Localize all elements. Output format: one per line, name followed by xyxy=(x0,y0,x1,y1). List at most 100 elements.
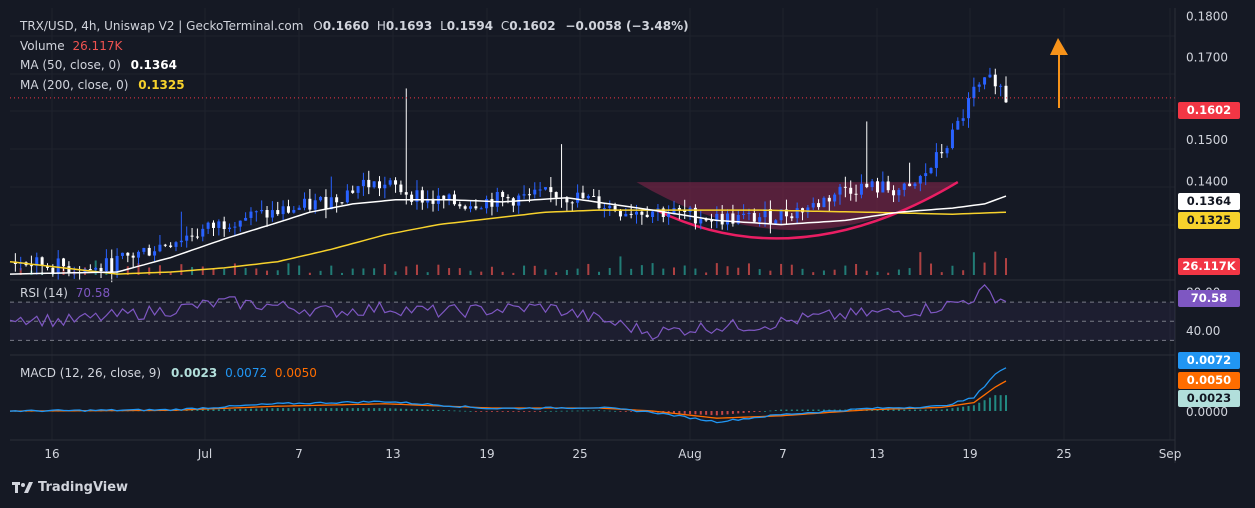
candle-body xyxy=(667,213,671,217)
candle-body xyxy=(126,252,130,256)
macd-histogram-bar xyxy=(913,409,916,411)
candle-body xyxy=(817,203,821,208)
macd-histogram-bar xyxy=(758,411,761,412)
macd-histogram-bar xyxy=(378,408,381,411)
symbol-title[interactable]: TRX/USD, 4h, Uniswap V2 | GeckoTerminal.… xyxy=(20,19,304,33)
macd-label: MACD (12, 26, close, 9) xyxy=(20,366,162,380)
candle-body xyxy=(394,180,398,185)
volume-bar xyxy=(437,264,440,275)
high-label: H xyxy=(376,19,386,33)
candle-body xyxy=(29,265,33,267)
ma200-value: 0.1325 xyxy=(138,78,185,92)
candle-body xyxy=(747,213,751,215)
volume-bar xyxy=(983,262,986,275)
x-tick-label: 13 xyxy=(869,447,884,461)
macd-histogram-bar xyxy=(490,411,493,412)
macd-histogram-bar xyxy=(935,409,938,411)
candle-body xyxy=(784,209,788,217)
candle-body xyxy=(303,198,307,208)
candle-body xyxy=(506,196,510,199)
rsi-legend[interactable]: RSI (14) 70.58 xyxy=(20,286,110,300)
volume-bar xyxy=(747,263,750,275)
candle-body xyxy=(485,199,489,209)
macd-histogram-bar xyxy=(951,408,954,411)
candle-body xyxy=(174,242,178,247)
macd-histogram-bar xyxy=(335,408,338,411)
tradingview-brand[interactable]: TradingView xyxy=(12,480,128,495)
macd-histogram-bar xyxy=(592,410,595,412)
candle-body xyxy=(51,267,55,274)
volume-bar xyxy=(126,266,129,275)
volume-bar xyxy=(994,251,997,275)
candle-body xyxy=(865,183,869,188)
change-value: −0.0058 (−3.48%) xyxy=(565,19,689,33)
volume-bar xyxy=(383,264,386,275)
candle-body xyxy=(244,217,248,221)
macd-histogram-bar xyxy=(362,408,365,411)
volume-bar xyxy=(469,270,472,275)
macd-histogram-bar xyxy=(764,411,767,412)
candle-body xyxy=(367,179,371,188)
candle-body xyxy=(340,202,344,204)
volume-bar xyxy=(276,270,279,275)
macd-histogram-bar xyxy=(742,411,745,413)
candle-body xyxy=(934,152,938,168)
low-label: L xyxy=(440,19,447,33)
candle-body xyxy=(195,236,199,238)
macd-histogram-bar xyxy=(667,411,670,414)
up-arrow-shape xyxy=(1050,38,1068,108)
macd-histogram-bar xyxy=(453,410,456,412)
volume-bar xyxy=(822,270,825,275)
macd-histogram-bar xyxy=(421,409,424,411)
candle-body xyxy=(618,210,622,217)
macd-histogram-bar xyxy=(319,408,322,411)
macd-histogram-bar xyxy=(812,409,815,411)
candles[interactable] xyxy=(13,67,1008,283)
macd-legend[interactable]: MACD (12, 26, close, 9) 0.0023 0.0072 0.… xyxy=(20,366,317,380)
candle-body xyxy=(602,208,606,210)
volume-bar xyxy=(512,272,515,275)
macd-histogram-bar xyxy=(651,411,654,413)
volume-legend[interactable]: Volume 26.117K xyxy=(20,39,122,53)
candle-body xyxy=(153,251,157,256)
close-label: C xyxy=(500,19,510,33)
brand-name: TradingView xyxy=(38,480,129,495)
ma200-legend[interactable]: MA (200, close, 0) 0.1325 xyxy=(20,78,185,92)
ma50-line xyxy=(9,195,1007,275)
volume-bar xyxy=(608,268,611,275)
candle-body xyxy=(361,179,365,187)
ma50-legend[interactable]: MA (50, close, 0) 0.1364 xyxy=(20,58,177,72)
macd-histogram-bar xyxy=(373,408,376,411)
candle-body xyxy=(683,209,687,212)
macd-histogram-bar xyxy=(432,409,435,411)
candle-body xyxy=(383,184,387,189)
candle-body xyxy=(67,266,71,274)
volume-bar xyxy=(887,272,890,275)
candle-body xyxy=(961,118,965,121)
candle-body xyxy=(286,206,290,213)
macd-histogram-bar xyxy=(608,410,611,412)
x-tick-label: Jul xyxy=(197,447,212,461)
macd-histogram-bar xyxy=(689,411,692,415)
macd-histogram-bar xyxy=(956,407,959,411)
candle-body xyxy=(56,258,60,274)
candle-body xyxy=(463,206,467,209)
volume-bar xyxy=(148,267,151,275)
macd-histogram-bar xyxy=(817,409,820,411)
macd-histogram-bar xyxy=(571,410,574,412)
candle-body xyxy=(206,222,210,229)
candle-body xyxy=(131,255,135,258)
candle-body xyxy=(983,77,987,85)
macd-histogram-bar xyxy=(555,410,558,412)
volume-bar xyxy=(876,271,879,275)
volume-bar xyxy=(780,263,783,275)
macd-histogram-bar xyxy=(287,408,290,411)
macd-histogram-bar xyxy=(437,409,440,411)
candle-body xyxy=(329,197,333,210)
macd-histogram-bar xyxy=(978,402,981,411)
volume-bar xyxy=(266,270,269,275)
candle-body xyxy=(988,74,992,78)
macd-histogram-bar xyxy=(710,411,713,416)
candle-body xyxy=(190,235,194,237)
